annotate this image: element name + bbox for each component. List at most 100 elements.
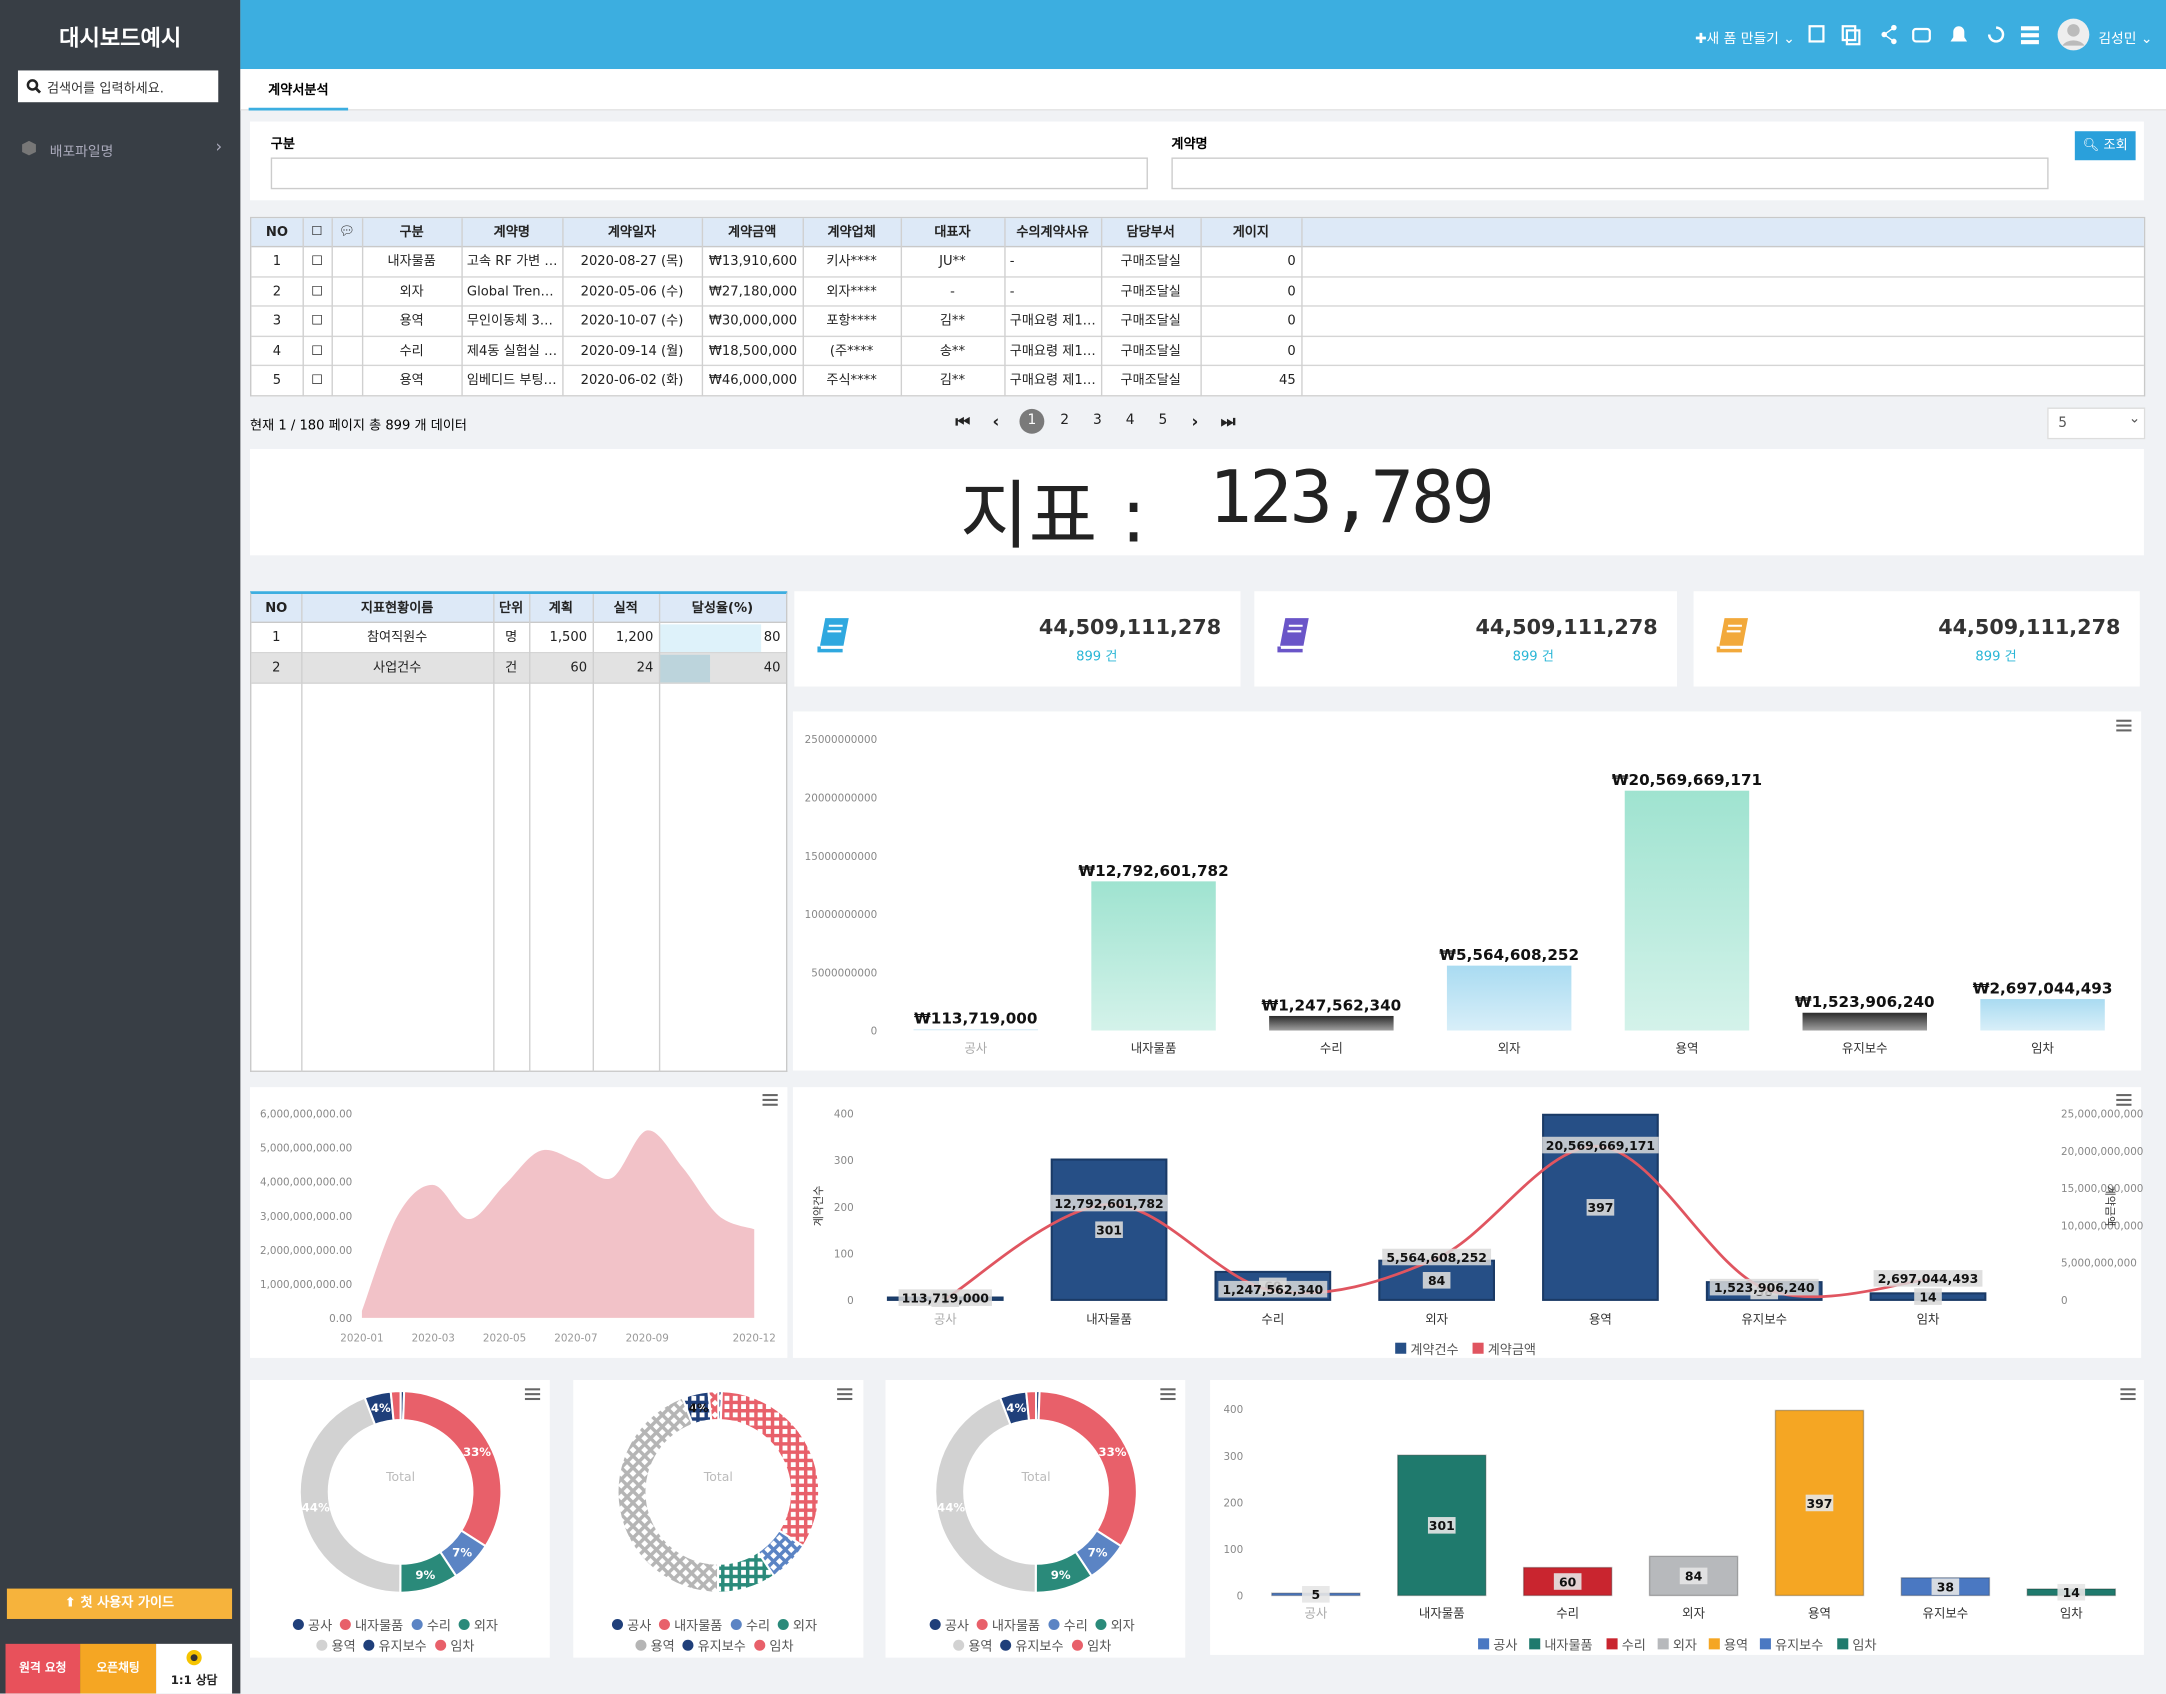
table-header: NO xyxy=(265,225,289,241)
select-caret: ⌄ xyxy=(2128,411,2141,427)
column-divider xyxy=(1200,218,1202,397)
page-button[interactable]: 1 xyxy=(1019,408,1045,434)
filter-input[interactable] xyxy=(270,157,1148,190)
indicator-label: 지표 : xyxy=(960,472,1147,560)
table-cell: 1 xyxy=(272,254,282,270)
page-button[interactable]: 4 xyxy=(1125,413,1135,429)
book-icon xyxy=(1716,616,1750,653)
search-box[interactable]: 검색어를 입력하세요. xyxy=(17,70,219,103)
table-cell: ₩13,910,600 xyxy=(708,254,798,270)
kpi-header: 실적 xyxy=(613,600,638,617)
table-cell: ₩30,000,000 xyxy=(708,313,798,330)
table-cell: 2020-10-07 (수) xyxy=(580,313,684,330)
card-value: 44,509,111,278 xyxy=(1938,614,2121,640)
table-cell: 0 xyxy=(1287,343,1296,359)
card-value: 44,509,111,278 xyxy=(1038,614,1222,640)
page-button[interactable]: 3 xyxy=(1092,413,1102,429)
kpi-cell: 80 xyxy=(763,629,781,646)
filter-input[interactable] xyxy=(1171,157,2049,190)
kpi-cell: 1,200 xyxy=(615,629,654,646)
table-header: 계약일자 xyxy=(607,225,657,241)
table-cell: 구매조달실 xyxy=(1120,313,1181,330)
kpi-cell: 2 xyxy=(272,660,281,676)
pager-nav[interactable]: ⏮︎ xyxy=(955,411,971,431)
pager-nav[interactable]: ⏭︎ xyxy=(1220,411,1236,431)
avatar[interactable] xyxy=(2057,18,2090,51)
table-header-bg xyxy=(251,218,2144,248)
column-divider xyxy=(701,218,704,397)
search-button[interactable]: 🔍︎ 조회 xyxy=(2074,131,2136,161)
table-header: 구분 xyxy=(399,225,424,241)
chart-panel xyxy=(792,711,2142,1071)
column-divider xyxy=(361,218,364,397)
column-divider xyxy=(331,218,333,397)
table-cell: 5 xyxy=(272,373,282,389)
table-cell: - xyxy=(1009,254,1015,270)
table-header: 대표자 xyxy=(934,225,971,241)
pager-nav[interactable]: ‹ xyxy=(992,411,1000,431)
pager-nav[interactable]: › xyxy=(1191,411,1199,431)
guide-arrow: ⬆ xyxy=(64,1595,81,1611)
row-checkbox[interactable]: ☐ xyxy=(311,254,323,270)
header-chat-icon: 💬︎ xyxy=(338,225,355,239)
chart-panel xyxy=(250,1379,550,1658)
row-checkbox[interactable]: ☐ xyxy=(311,284,323,300)
page-size-value: 5 xyxy=(2058,415,2068,431)
book-icon xyxy=(817,616,851,653)
filter-label: 계약명 xyxy=(1171,136,1208,152)
table-cell: 외자**** xyxy=(826,284,877,300)
openchat-button[interactable]: 오픈채팅 xyxy=(80,1643,157,1694)
stat-card: 44,509,111,278 899 건 xyxy=(1254,591,1677,687)
table-row xyxy=(251,247,2144,278)
page-button[interactable]: 5 xyxy=(1158,413,1168,429)
page-button[interactable]: 2 xyxy=(1060,413,1070,429)
table-cell: 키사**** xyxy=(826,254,877,270)
page-size-select[interactable]: 5 ⌄ xyxy=(2047,407,2146,440)
chart-panel xyxy=(573,1379,864,1658)
row-checkbox[interactable]: ☐ xyxy=(311,343,323,359)
user-name[interactable]: 김성민 ⌄ xyxy=(2098,31,2153,47)
table-cell: 내자물품 xyxy=(387,254,436,270)
column-divider xyxy=(301,593,303,1072)
menu-item[interactable]: 배포파일명 xyxy=(49,145,114,161)
table-cell: 구매요령 제1… xyxy=(1009,313,1096,330)
tab[interactable]: 계약서분석 xyxy=(248,69,349,111)
table-cell: 2 xyxy=(272,284,282,300)
table-cell: 용역 xyxy=(399,373,424,389)
table-cell: JU** xyxy=(939,254,966,270)
table-cell: 45 xyxy=(1279,373,1296,389)
achievement-bar xyxy=(658,624,761,653)
row-checkbox[interactable]: ☐ xyxy=(311,313,323,330)
column-divider xyxy=(900,218,903,397)
chart-panel xyxy=(792,1087,2142,1358)
kpi-cell: 참여직원수 xyxy=(366,629,428,646)
search-button-label: 조회 xyxy=(2103,138,2128,154)
table-cell: ₩46,000,000 xyxy=(708,373,798,389)
table-header: 계약업체 xyxy=(827,225,876,241)
kpi-table: NO 지표현황이름 단위 계획 실적 달성율(%) 1 참여직원수 명 1,500 1,200 80 2… xyxy=(250,591,788,1072)
column-divider xyxy=(461,218,463,397)
table-row xyxy=(251,367,2144,397)
remote-button[interactable]: 원격 요청 xyxy=(5,1643,81,1694)
new-form-label: 새 폼 만들기 xyxy=(1706,31,1779,47)
row-checkbox[interactable]: ☐ xyxy=(311,373,323,389)
kpi-cell: 40 xyxy=(763,660,781,676)
table-cell: 2020-08-27 (목) xyxy=(580,254,684,270)
table-row xyxy=(251,277,2144,307)
search-icon xyxy=(26,79,42,94)
consult-button[interactable]: 1:1 상담 xyxy=(156,1643,233,1694)
top-bar: ✚새 폼 만들기 ⌄ 김성민 ⌄ xyxy=(240,0,2166,70)
new-form-menu[interactable]: ✚새 폼 만들기 ⌄ xyxy=(1694,31,1795,47)
card-count: 899 건 xyxy=(1975,649,2017,665)
table-cell: 4 xyxy=(272,343,282,359)
guide-button[interactable]: ⬆ 첫 사용자 가이드 xyxy=(6,1588,233,1619)
table-cell: 무인이동체 3… xyxy=(466,313,553,330)
indicator-value: 123,789 xyxy=(1208,457,1495,541)
kpi-header: 달성율(%) xyxy=(691,600,754,617)
search-placeholder: 검색어를 입력하세요. xyxy=(46,81,164,97)
column-divider xyxy=(562,218,564,397)
column-divider xyxy=(1100,218,1103,397)
pager: ⏮︎ ‹ 1 2 3 4 5 › ⏭︎ xyxy=(939,406,1257,436)
chart-panel xyxy=(1210,1379,2144,1655)
table-cell: 2020-06-02 (화) xyxy=(580,373,684,389)
